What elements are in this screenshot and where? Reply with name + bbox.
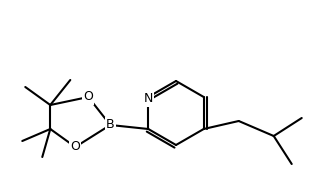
Text: O: O — [83, 90, 93, 103]
Text: N: N — [143, 93, 153, 105]
Text: O: O — [70, 140, 80, 153]
Text: B: B — [106, 118, 115, 131]
